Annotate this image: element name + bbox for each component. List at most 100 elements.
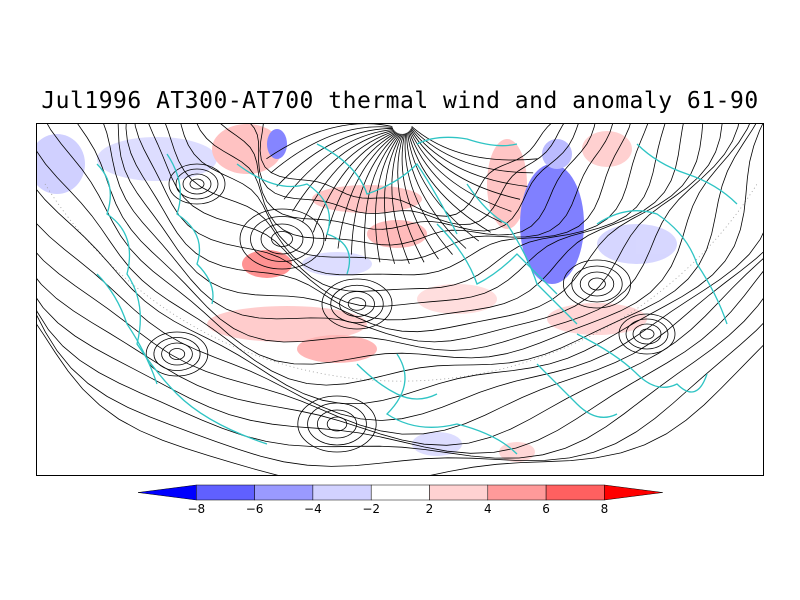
streamline-eddy <box>168 163 226 205</box>
colorbar-tick-label: 6 <box>542 502 550 516</box>
colorbar-bin <box>196 484 255 501</box>
streamline <box>391 133 410 264</box>
streamline-eddy <box>618 313 676 355</box>
streamline <box>404 133 453 255</box>
pos-anomaly-patch <box>212 124 282 174</box>
streamline <box>384 133 402 264</box>
streamline-eddy <box>316 409 357 439</box>
streamline <box>37 251 763 435</box>
streamline <box>37 124 757 386</box>
streamline-eddy <box>161 342 193 366</box>
colorbar-tick-label: −6 <box>246 502 264 516</box>
streamline-eddy <box>239 208 325 270</box>
streamline-eddy <box>271 231 293 247</box>
streamline <box>410 129 521 200</box>
streamline <box>46 124 750 365</box>
streamline <box>117 124 704 333</box>
neg-anomaly-patch <box>597 224 677 264</box>
pos-anomaly-patch <box>207 306 367 342</box>
thermal-wind-streamlines <box>37 124 763 475</box>
colorbar-bin <box>604 484 663 501</box>
streamline <box>125 124 684 321</box>
polar-map-panel <box>36 123 764 476</box>
streamline-eddy <box>182 173 212 195</box>
streamline <box>196 124 596 246</box>
map-canvas <box>37 124 763 475</box>
streamline <box>411 127 534 174</box>
colorbar-bin <box>312 484 372 501</box>
streamline <box>411 126 538 161</box>
streamline-eddy <box>632 323 662 345</box>
colorbar-bins <box>137 484 663 501</box>
streamline <box>134 124 666 307</box>
streamline-eddy <box>260 223 304 255</box>
streamline <box>37 298 763 459</box>
streamline-eddy <box>571 265 623 303</box>
streamline <box>250 124 564 226</box>
streamline-eddy <box>625 318 669 350</box>
streamline <box>37 315 763 467</box>
streamline <box>266 124 393 160</box>
neg-anomaly-patch <box>37 134 85 194</box>
streamline-eddy <box>168 348 186 360</box>
pos-anomaly-patch <box>242 250 292 278</box>
colorbar-tick-label: 4 <box>484 502 492 516</box>
streamline <box>276 128 394 187</box>
streamline-eddy <box>189 178 205 190</box>
hemisphere-boundary <box>44 183 758 382</box>
neg-anomaly-patch <box>412 432 462 456</box>
streamline <box>180 124 613 261</box>
colorbar-tick-label: −4 <box>304 502 322 516</box>
colorbar-bin <box>137 484 197 501</box>
streamline-eddy <box>639 328 655 340</box>
streamline <box>259 124 552 217</box>
colorbar-bin <box>254 484 314 501</box>
colorbar-bin <box>487 484 547 501</box>
streamline <box>406 132 467 249</box>
streamline <box>37 270 763 454</box>
streamline-eddy <box>175 168 219 200</box>
pos-anomaly-patch <box>487 139 527 229</box>
coastlines <box>96 136 738 455</box>
pos-anomaly-patch <box>499 442 535 462</box>
streamline <box>103 124 723 343</box>
neg-anomaly-patch <box>520 164 584 284</box>
colorbar-tick-label: 2 <box>426 502 434 516</box>
streamline <box>351 133 399 255</box>
anomaly-shading <box>37 124 677 462</box>
streamline-eddy <box>579 271 615 297</box>
streamline <box>401 133 439 260</box>
streamline <box>407 132 480 242</box>
colorbar-tick-label: 8 <box>601 502 609 516</box>
colorbar-bin <box>429 484 489 501</box>
colorbar-tick-label: −2 <box>362 502 380 516</box>
colorbar-bin <box>370 484 430 501</box>
streamline <box>364 133 400 260</box>
streamline-eddy <box>297 395 377 453</box>
streamline-eddy <box>326 416 348 432</box>
colorbar-tick-label: −8 <box>187 502 205 516</box>
streamline <box>37 223 763 421</box>
neg-anomaly-patch <box>97 137 217 181</box>
streamline-eddy <box>330 284 384 324</box>
pos-anomaly-patch <box>297 335 377 363</box>
streamline <box>37 124 763 404</box>
streamline-eddy <box>321 278 393 330</box>
streamline <box>410 128 528 187</box>
streamline <box>407 131 491 233</box>
streamline-eddy <box>307 402 367 446</box>
neg-anomaly-patch <box>542 139 572 169</box>
neg-anomaly-patch <box>267 129 287 159</box>
streamline-eddy <box>588 277 606 291</box>
streamline-eddy <box>250 216 314 262</box>
streamline-eddy <box>153 337 201 371</box>
streamline <box>337 132 398 249</box>
streamline-eddy <box>339 291 375 317</box>
streamline-eddy <box>563 259 632 309</box>
colorbar-bin <box>545 484 605 501</box>
streamline <box>408 130 502 223</box>
pos-anomaly-patch <box>582 131 632 167</box>
streamline-eddy <box>347 297 367 311</box>
streamline <box>165 124 631 276</box>
streamline <box>397 133 425 263</box>
